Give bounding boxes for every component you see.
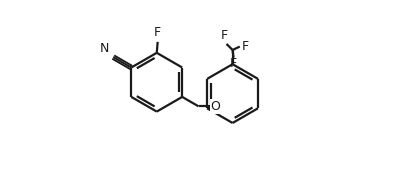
- Text: O: O: [211, 100, 220, 113]
- Text: F: F: [242, 40, 249, 53]
- Text: F: F: [154, 26, 161, 39]
- Text: F: F: [230, 57, 237, 70]
- Text: N: N: [100, 42, 109, 55]
- Text: F: F: [220, 29, 228, 42]
